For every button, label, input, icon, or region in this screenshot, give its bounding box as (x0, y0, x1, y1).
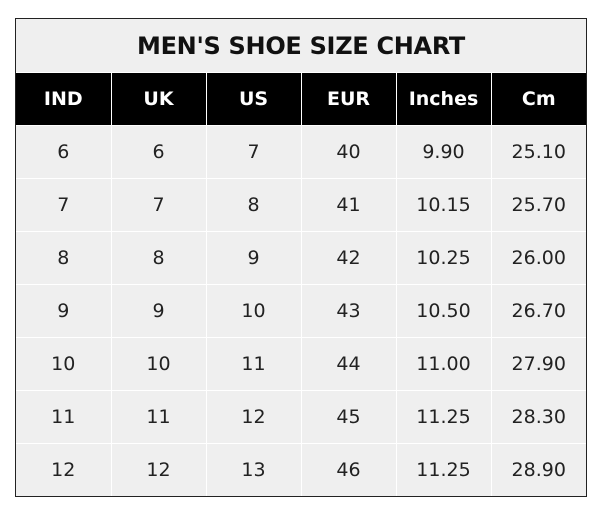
table-row: 8 8 9 42 10.25 26.00 (16, 231, 586, 285)
cell-eur: 46 (300, 443, 397, 496)
cell-cm: 25.10 (490, 125, 586, 179)
header-row: IND UK US EUR Inches Cm (16, 73, 586, 126)
table-row: 7 7 8 41 10.15 25.70 (16, 178, 586, 232)
cell-us: 12 (205, 390, 302, 444)
column-header-us: US (205, 73, 302, 126)
cell-uk: 9 (110, 284, 207, 338)
cell-inches: 10.50 (395, 284, 492, 338)
cell-ind: 8 (16, 231, 112, 285)
column-header-uk: UK (110, 73, 207, 126)
cell-eur: 40 (300, 125, 397, 179)
column-header-eur: EUR (300, 73, 397, 126)
cell-ind: 6 (16, 125, 112, 179)
cell-cm: 28.30 (490, 390, 586, 444)
table-row: 12 12 13 46 11.25 28.90 (16, 443, 586, 496)
cell-us: 13 (205, 443, 302, 496)
cell-inches: 11.25 (395, 390, 492, 444)
cell-uk: 6 (110, 125, 207, 179)
cell-us: 11 (205, 337, 302, 391)
cell-uk: 7 (110, 178, 207, 232)
cell-inches: 11.00 (395, 337, 492, 391)
cell-ind: 11 (16, 390, 112, 444)
cell-ind: 10 (16, 337, 112, 391)
cell-ind: 7 (16, 178, 112, 232)
chart-title: MEN'S SHOE SIZE CHART (16, 19, 586, 73)
cell-uk: 10 (110, 337, 207, 391)
cell-cm: 26.00 (490, 231, 586, 285)
cell-cm: 27.90 (490, 337, 586, 391)
cell-us: 9 (205, 231, 302, 285)
cell-eur: 42 (300, 231, 397, 285)
cell-eur: 45 (300, 390, 397, 444)
cell-inches: 11.25 (395, 443, 492, 496)
cell-uk: 8 (110, 231, 207, 285)
cell-uk: 12 (110, 443, 207, 496)
table-row: 10 10 11 44 11.00 27.90 (16, 337, 586, 391)
cell-ind: 9 (16, 284, 112, 338)
cell-cm: 26.70 (490, 284, 586, 338)
cell-inches: 9.90 (395, 125, 492, 179)
cell-inches: 10.15 (395, 178, 492, 232)
cell-uk: 11 (110, 390, 207, 444)
cell-eur: 43 (300, 284, 397, 338)
cell-cm: 25.70 (490, 178, 586, 232)
cell-inches: 10.25 (395, 231, 492, 285)
column-header-ind: IND (16, 73, 112, 126)
column-header-inches: Inches (395, 73, 492, 126)
column-header-cm: Cm (490, 73, 586, 126)
table-row: 9 9 10 43 10.50 26.70 (16, 284, 586, 338)
cell-us: 8 (205, 178, 302, 232)
cell-eur: 41 (300, 178, 397, 232)
cell-eur: 44 (300, 337, 397, 391)
cell-ind: 12 (16, 443, 112, 496)
table-row: 6 6 7 40 9.90 25.10 (16, 125, 586, 179)
size-chart-table: MEN'S SHOE SIZE CHART IND UK US EUR Inches Cm… (15, 18, 587, 497)
cell-cm: 28.90 (490, 443, 586, 496)
size-table: IND UK US EUR Inches Cm 6 6 7 40 9.90 25.10 7 7 8 41 10… (16, 73, 586, 496)
table-row: 11 11 12 45 11.25 28.30 (16, 390, 586, 444)
cell-us: 7 (205, 125, 302, 179)
cell-us: 10 (205, 284, 302, 338)
